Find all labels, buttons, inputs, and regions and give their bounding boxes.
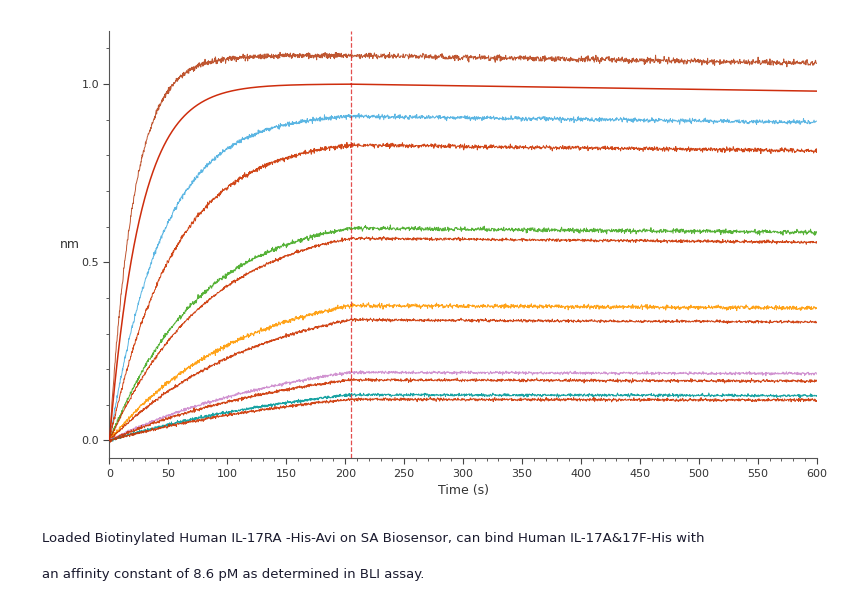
Y-axis label: nm: nm (61, 238, 80, 251)
Text: an affinity constant of 8.6 pM as determined in BLI assay.: an affinity constant of 8.6 pM as determ… (42, 568, 424, 581)
Text: Loaded Biotinylated Human IL-17RA -His-Avi on SA Biosensor, can bind Human IL-17: Loaded Biotinylated Human IL-17RA -His-A… (42, 532, 705, 544)
X-axis label: Time (s): Time (s) (438, 485, 488, 497)
